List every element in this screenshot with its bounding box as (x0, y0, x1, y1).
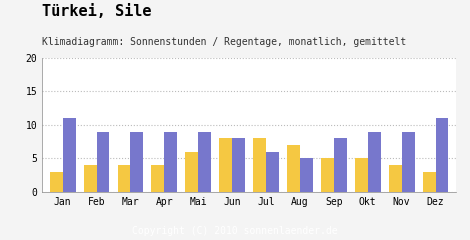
Bar (321, 158, 334, 192)
Text: Copyright (C) 2010 sonnenlaender.de: Copyright (C) 2010 sonnenlaender.de (132, 226, 338, 236)
Bar (63, 118, 76, 192)
Bar (96, 132, 110, 192)
Bar (334, 138, 347, 192)
Bar (198, 132, 211, 192)
Bar (436, 118, 448, 192)
Bar (287, 145, 300, 192)
Bar (164, 132, 177, 192)
Bar (253, 138, 266, 192)
Bar (219, 138, 232, 192)
Bar (300, 158, 313, 192)
Bar (131, 132, 143, 192)
Bar (389, 165, 402, 192)
Bar (232, 138, 245, 192)
Text: Klimadiagramm: Sonnenstunden / Regentage, monatlich, gemittelt: Klimadiagramm: Sonnenstunden / Regentage… (42, 37, 407, 47)
Bar (368, 132, 381, 192)
Bar (151, 165, 164, 192)
Bar (402, 132, 415, 192)
Bar (185, 152, 198, 192)
Bar (355, 158, 368, 192)
Bar (266, 152, 279, 192)
Bar (118, 165, 131, 192)
Bar (423, 172, 436, 192)
Bar (84, 165, 96, 192)
Bar (50, 172, 63, 192)
Text: Türkei, Sile: Türkei, Sile (42, 4, 152, 19)
